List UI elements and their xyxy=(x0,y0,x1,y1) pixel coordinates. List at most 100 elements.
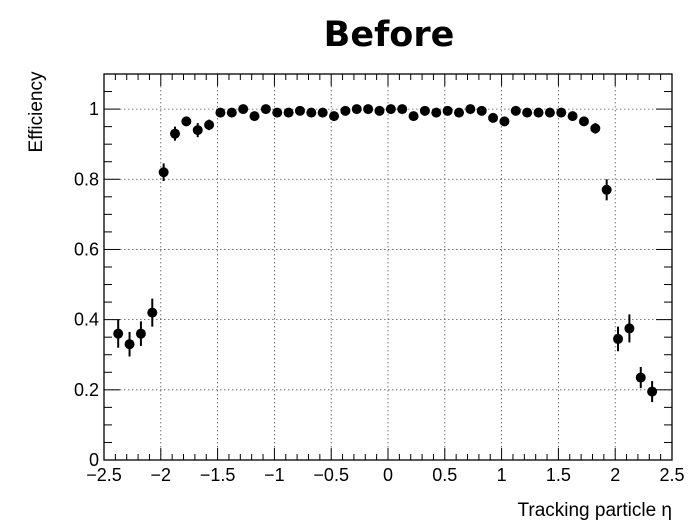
data-marker xyxy=(465,104,476,115)
data-marker xyxy=(408,111,419,122)
x-tick-label: 1 xyxy=(497,465,507,485)
data-point xyxy=(544,107,555,118)
data-point xyxy=(329,111,340,122)
data-point xyxy=(113,319,124,348)
data-point xyxy=(522,107,533,118)
data-points xyxy=(113,104,658,403)
data-marker xyxy=(260,104,271,115)
data-marker xyxy=(590,123,601,134)
data-point xyxy=(351,104,362,115)
y-tick-label: 0 xyxy=(89,450,99,470)
data-point xyxy=(192,123,203,138)
data-marker xyxy=(351,104,362,115)
data-marker xyxy=(578,116,589,127)
data-marker xyxy=(419,105,430,116)
x-tick-label: 1.5 xyxy=(546,465,571,485)
data-marker xyxy=(158,167,169,178)
x-tick-label: −1 xyxy=(264,465,285,485)
data-point xyxy=(215,107,226,118)
data-marker xyxy=(363,104,374,115)
data-marker xyxy=(226,107,237,118)
data-marker xyxy=(488,112,499,123)
data-point xyxy=(624,314,635,343)
data-marker xyxy=(476,105,487,116)
data-marker xyxy=(635,372,646,383)
data-marker xyxy=(249,111,260,122)
data-point xyxy=(363,104,374,115)
data-point xyxy=(397,104,408,115)
data-point xyxy=(147,298,158,327)
data-point xyxy=(567,111,578,122)
data-marker xyxy=(385,104,396,115)
data-marker xyxy=(283,107,294,118)
data-point xyxy=(578,116,589,127)
data-marker xyxy=(306,107,317,118)
data-marker xyxy=(624,323,635,334)
x-tick-label: −0.5 xyxy=(313,465,349,485)
data-marker xyxy=(442,105,453,116)
y-tick-label: 0.6 xyxy=(74,239,99,259)
data-point xyxy=(556,107,567,118)
data-marker xyxy=(510,105,521,116)
data-marker xyxy=(113,328,124,339)
data-point xyxy=(204,119,215,131)
data-point xyxy=(170,126,180,141)
data-marker xyxy=(147,307,158,318)
data-point xyxy=(124,331,135,357)
x-tick-labels: −2.5 −2 −1.5 −1 −0.5 0 0.5 1 1.5 2 2.5 xyxy=(86,465,684,485)
data-point xyxy=(431,107,442,118)
data-point xyxy=(465,104,476,115)
data-point xyxy=(249,111,260,122)
data-point xyxy=(601,179,612,201)
data-marker xyxy=(544,107,555,118)
data-point xyxy=(647,381,658,403)
data-marker xyxy=(533,107,544,118)
y-tick-label: 0.4 xyxy=(74,310,99,330)
data-marker xyxy=(601,184,612,195)
y-axis-label: Efficiency xyxy=(26,71,47,152)
data-point xyxy=(442,105,453,116)
data-point xyxy=(181,116,192,127)
data-point xyxy=(419,105,430,116)
data-marker xyxy=(329,111,340,122)
data-point xyxy=(158,163,169,182)
data-point xyxy=(488,112,499,123)
data-point xyxy=(317,107,328,118)
x-tick-label: 0 xyxy=(383,465,393,485)
data-point xyxy=(635,367,646,389)
data-marker xyxy=(272,107,283,118)
data-point xyxy=(476,105,487,116)
data-point xyxy=(226,107,237,118)
data-point xyxy=(260,104,271,115)
x-tick-label: 2 xyxy=(610,465,620,485)
axis-ticks xyxy=(103,73,673,461)
data-point xyxy=(306,107,317,118)
data-marker xyxy=(567,111,578,122)
data-marker xyxy=(192,125,203,136)
chart-title: Before xyxy=(324,15,455,55)
data-marker xyxy=(181,116,192,127)
data-point xyxy=(238,104,249,115)
data-marker xyxy=(170,128,180,139)
data-point xyxy=(613,326,624,352)
data-point xyxy=(408,111,419,122)
data-marker xyxy=(454,107,464,118)
data-marker xyxy=(340,105,351,116)
data-point xyxy=(283,107,294,118)
data-marker xyxy=(499,116,510,127)
data-point xyxy=(499,116,510,127)
data-point xyxy=(272,107,283,118)
data-marker xyxy=(613,333,624,344)
data-marker xyxy=(124,339,135,350)
data-marker xyxy=(204,119,215,130)
data-point xyxy=(533,107,544,118)
data-point xyxy=(340,105,351,116)
data-marker xyxy=(317,107,328,118)
data-point xyxy=(590,123,601,134)
data-marker xyxy=(647,386,658,397)
data-point xyxy=(510,105,521,116)
data-marker xyxy=(135,328,146,339)
data-marker xyxy=(374,105,385,116)
